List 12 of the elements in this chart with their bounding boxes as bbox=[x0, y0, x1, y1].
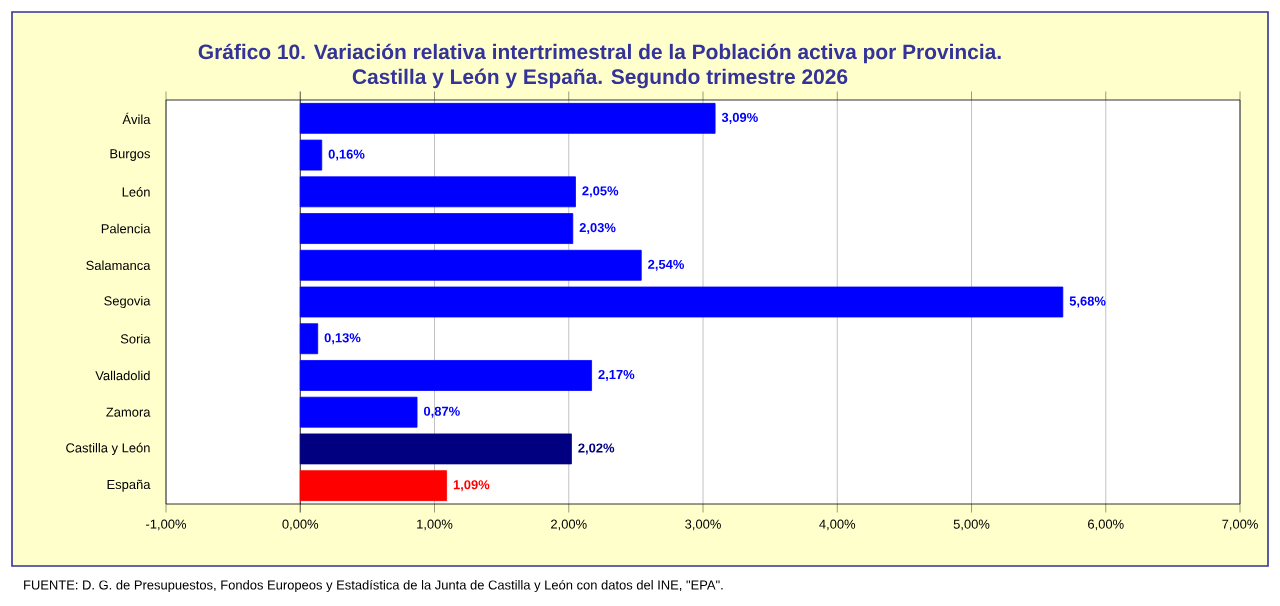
bar bbox=[299, 323, 319, 355]
bar bbox=[299, 213, 574, 244]
bar bbox=[299, 433, 572, 465]
bar bbox=[299, 249, 642, 281]
bar bbox=[299, 176, 576, 208]
bar bbox=[299, 470, 447, 502]
chart-title: Gráfico 10. Variación relativa intertrimestral de la Población activa por Provincia. Castilla y León y España. Segundo trimestre 2026 bbox=[198, 43, 1001, 89]
bar bbox=[299, 396, 418, 428]
bar bbox=[299, 360, 592, 391]
bar bbox=[299, 139, 323, 171]
bar bbox=[299, 102, 716, 134]
bar bbox=[299, 286, 1064, 318]
